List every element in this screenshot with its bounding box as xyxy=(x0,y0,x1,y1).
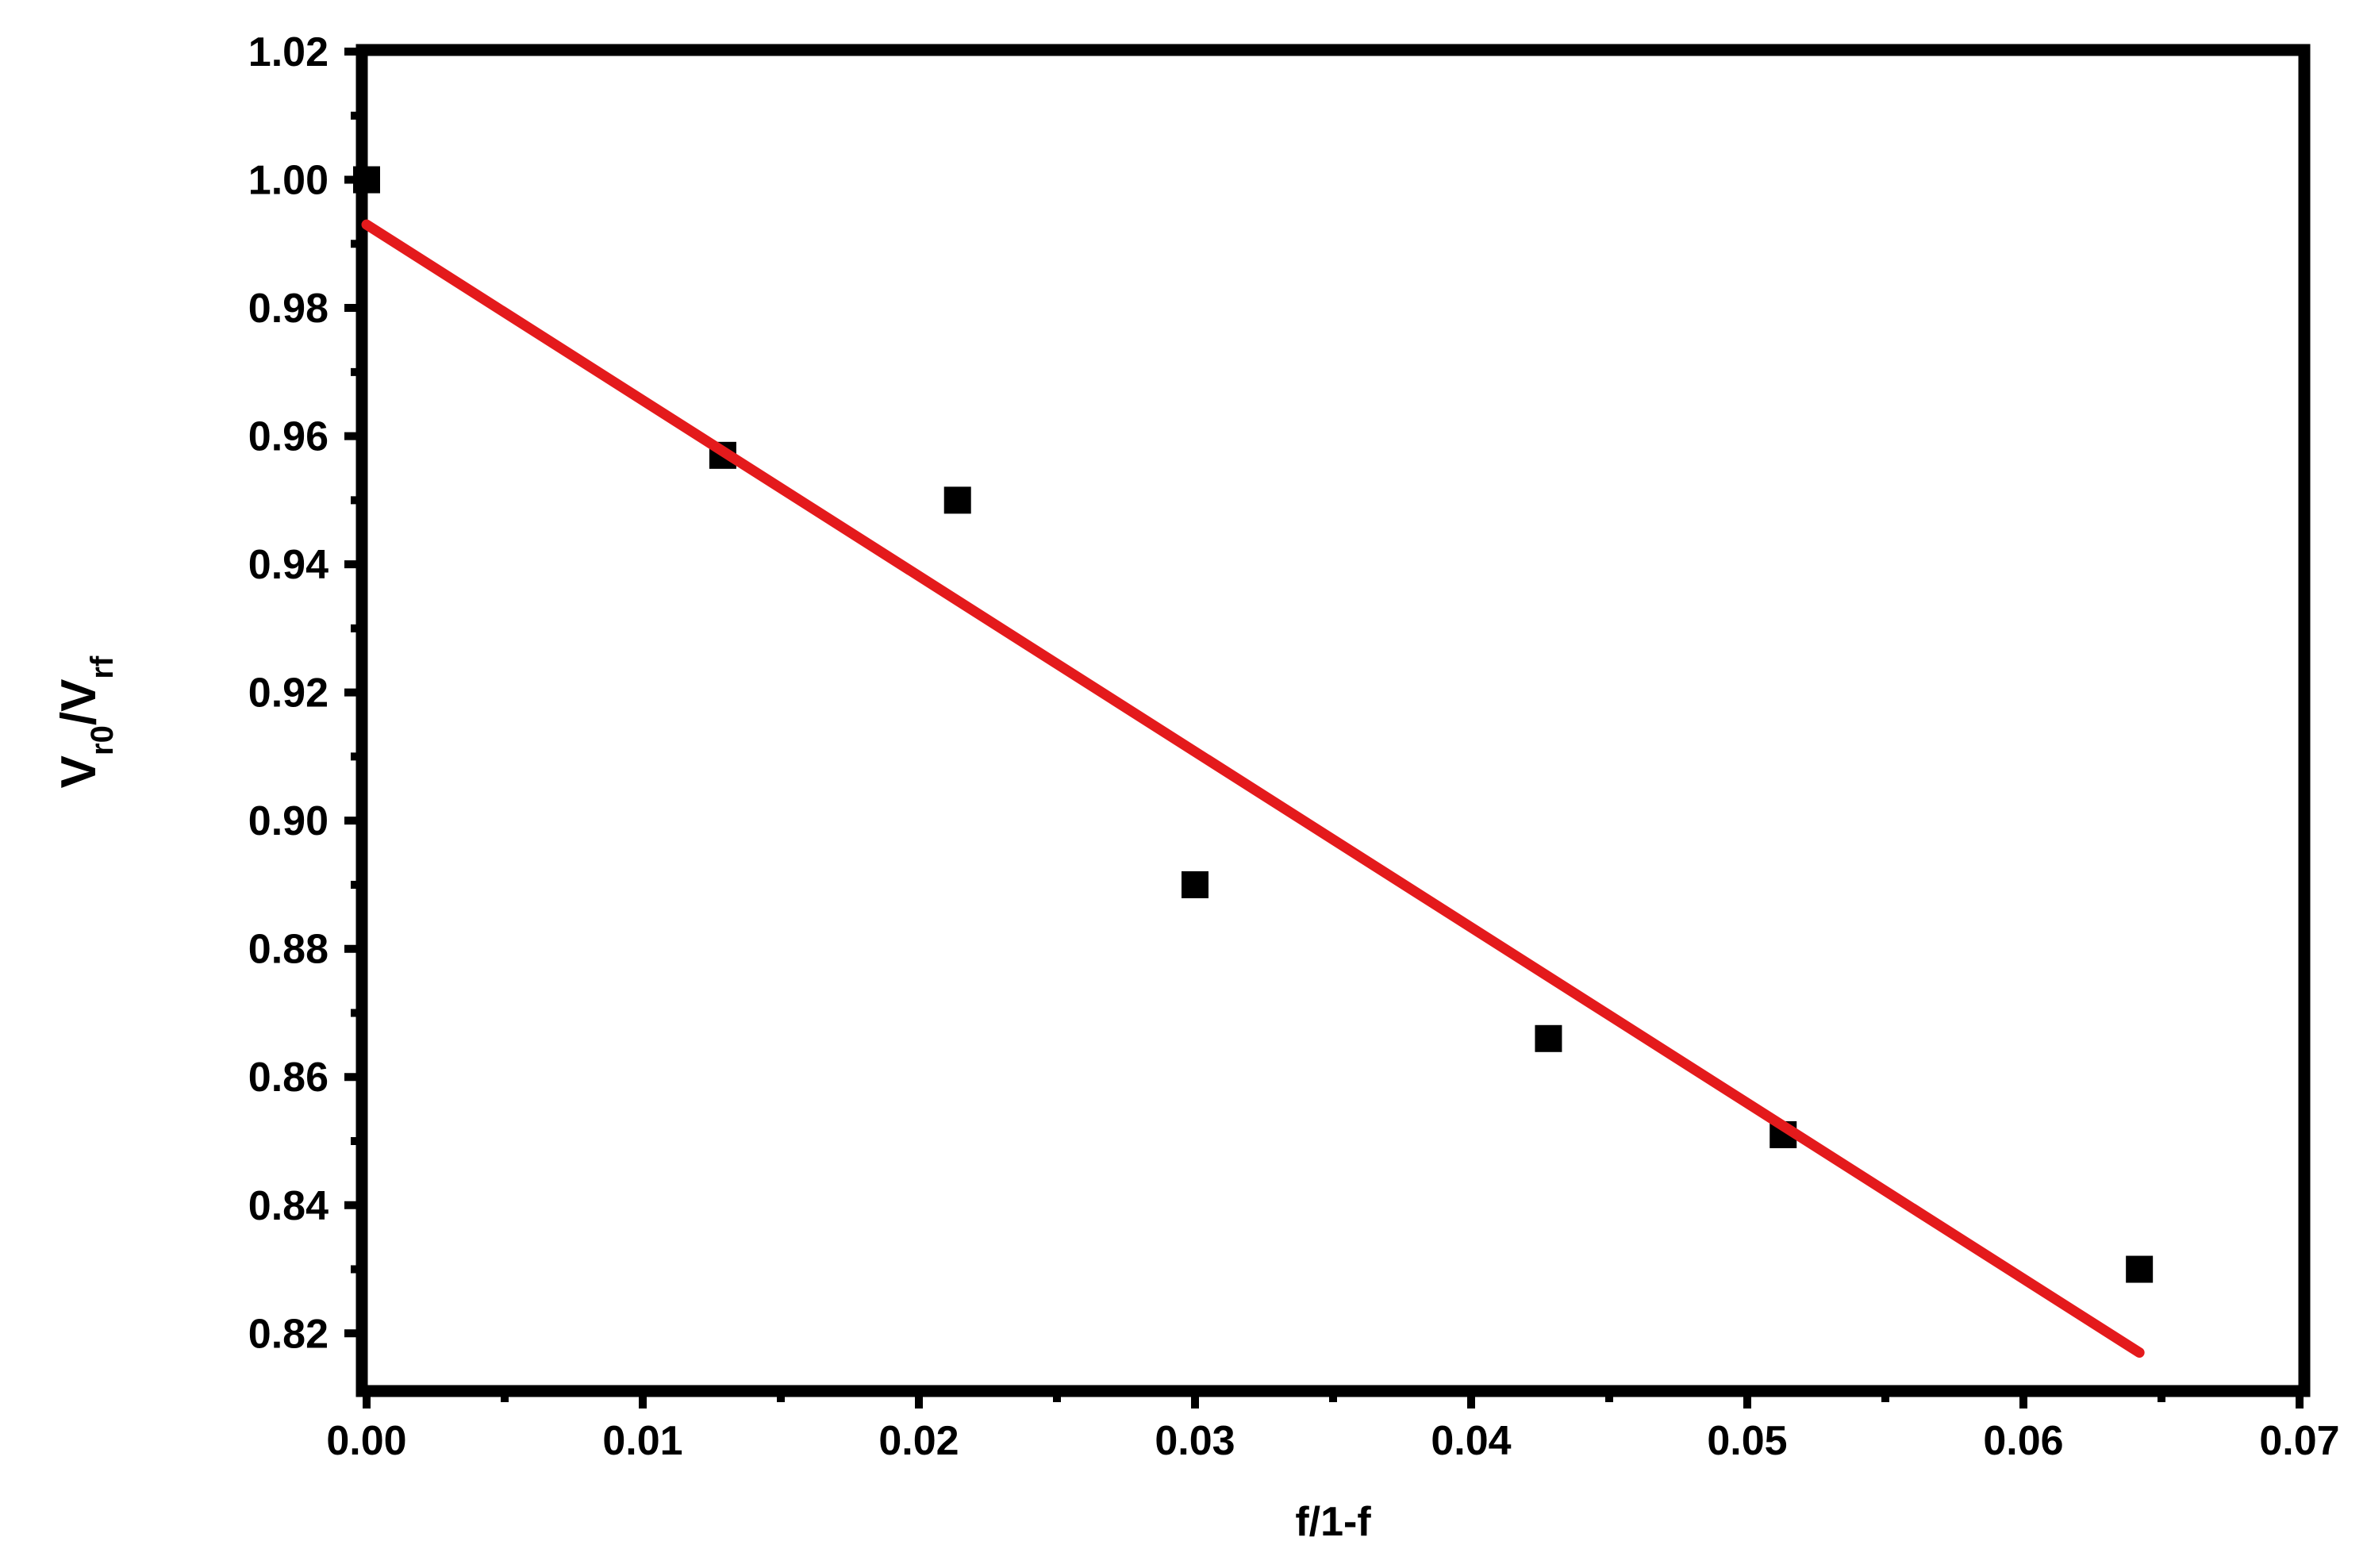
y-tick-label: 0.88 xyxy=(248,927,329,973)
y-tick-label: 0.92 xyxy=(248,671,329,717)
y-tick-label: 1.00 xyxy=(248,158,329,204)
data-point xyxy=(1535,1024,1562,1052)
y-tick-label: 0.98 xyxy=(248,286,329,332)
y-tick-label: 0.86 xyxy=(248,1055,329,1101)
x-tick-label: 0.06 xyxy=(1983,1418,2063,1464)
x-tick-label: 0.02 xyxy=(878,1418,959,1464)
x-tick-label: 0.05 xyxy=(1707,1418,1787,1464)
y-axis-label: Vr0/Vrf xyxy=(52,655,120,788)
x-tick-label: 0.01 xyxy=(602,1418,682,1464)
data-point xyxy=(943,486,971,514)
y-tick-label: 0.90 xyxy=(248,798,329,844)
data-point xyxy=(1182,870,1208,898)
y-axis-label-part: V xyxy=(52,755,106,788)
plot-frame xyxy=(355,44,2311,1397)
data-point xyxy=(2126,1255,2154,1283)
y-axis-label-part: r0 xyxy=(85,725,120,755)
y-axis-label-part: /V xyxy=(52,679,106,726)
x-tick-label: 0.04 xyxy=(1431,1418,1511,1464)
x-tick-label: 0.07 xyxy=(2259,1418,2339,1464)
x-tick-label: 0.03 xyxy=(1155,1418,1235,1464)
y-tick-label: 0.84 xyxy=(248,1183,329,1229)
y-tick-label: 0.94 xyxy=(248,542,329,588)
y-tick-label: 0.96 xyxy=(248,414,329,460)
y-tick-label: 0.82 xyxy=(248,1311,329,1357)
x-axis-label: f/1-f xyxy=(1295,1499,1371,1545)
fit-line xyxy=(361,219,2145,1359)
x-tick-label: 0.00 xyxy=(326,1418,406,1464)
data-point xyxy=(353,166,380,194)
y-tick-label: 1.02 xyxy=(248,29,329,75)
y-axis-label-part: rf xyxy=(85,655,120,679)
